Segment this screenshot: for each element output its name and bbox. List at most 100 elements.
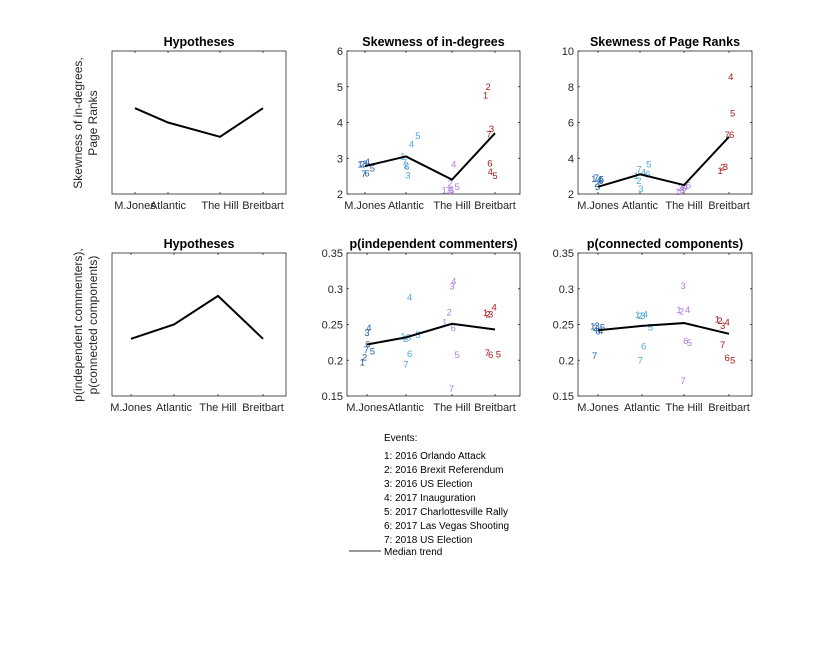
x-tick-label: M.Jones <box>346 402 388 414</box>
y-tick-label: 8 <box>568 82 574 94</box>
data-point-event-1: 1 <box>442 185 447 196</box>
data-point-event-7: 7 <box>725 130 730 141</box>
chart-title: p(independent commenters) <box>349 237 517 251</box>
panel-skew-pagerank: M.Jones Atlantic The Hill Breitbart246810Sk… <box>562 35 753 212</box>
x-tick-label: Atlantic <box>388 402 425 414</box>
median-trend-line <box>597 136 730 188</box>
data-point-event-4: 4 <box>488 167 493 178</box>
x-tick-label: The Hill <box>665 402 702 414</box>
data-point-event-3: 3 <box>723 162 728 173</box>
data-point-event-4: 4 <box>407 292 412 303</box>
panel-hyp-bottom: M.Jones Atlantic The Hill Breitbart Hypothes… <box>110 237 287 414</box>
median-trend-line <box>597 322 730 335</box>
data-point-event-2: 2 <box>448 178 453 189</box>
data-point-event-5: 5 <box>730 109 735 120</box>
data-point-event-5: 5 <box>370 347 375 358</box>
data-point-event-6: 6 <box>729 130 734 141</box>
legend-line-label: Median trend <box>384 547 442 558</box>
data-point-event-1: 1 <box>635 310 640 321</box>
data-point-event-4: 4 <box>491 302 496 313</box>
x-tick-label: Atlantic <box>624 402 661 414</box>
chart-title: Skewness of Page Ranks <box>590 35 740 49</box>
data-point-event-2: 2 <box>717 316 722 327</box>
x-tick-label: Atlantic <box>150 200 187 212</box>
data-point-event-3: 3 <box>448 186 453 197</box>
data-point-event-1: 1 <box>715 314 720 325</box>
data-point-event-7: 7 <box>679 183 684 194</box>
data-point-event-6: 6 <box>404 162 409 173</box>
y-tick-label: 0.2 <box>328 355 343 367</box>
data-point-event-5: 5 <box>370 163 375 174</box>
data-point-event-4: 4 <box>451 160 456 171</box>
data-point-event-7: 7 <box>592 351 597 362</box>
data-point-event-1: 1 <box>591 174 596 185</box>
data-point-event-4: 4 <box>643 309 648 320</box>
data-point-event-7: 7 <box>361 169 366 180</box>
data-point-event-3: 3 <box>681 281 686 292</box>
data-point-event-2: 2 <box>678 183 683 194</box>
data-point-event-2: 2 <box>360 160 365 171</box>
data-point-event-7: 7 <box>402 158 407 169</box>
legend: Events: 1: 2016 Orlando Attack 2: 2016 B… <box>349 433 509 558</box>
x-tick-label: M.Jones <box>577 402 619 414</box>
data-point-event-4: 4 <box>409 140 414 151</box>
data-point-event-7: 7 <box>449 384 454 395</box>
data-point-event-5: 5 <box>415 131 420 142</box>
data-point-event-4: 4 <box>597 175 602 186</box>
x-tick-label: M.Jones <box>577 200 619 212</box>
data-point-event-4: 4 <box>641 168 646 179</box>
x-tick-label: The Hill <box>665 200 702 212</box>
legend-item-2: 2: 2016 Brexit Referendum <box>384 465 504 476</box>
data-point-event-2: 2 <box>403 160 408 171</box>
x-tick-label: Breitbart <box>708 200 750 212</box>
data-point-event-3: 3 <box>449 282 454 293</box>
y-tick-label: 0.15 <box>553 391 574 403</box>
y-tick-label: 0.3 <box>328 284 343 296</box>
axes-box <box>111 50 287 195</box>
data-point-event-5: 5 <box>455 182 460 193</box>
chart-title: Hypotheses <box>164 35 235 49</box>
ylabel-top: Skewness of in-degrees, Page Ranks <box>71 57 100 188</box>
y-tick-label: 0.35 <box>553 248 574 260</box>
data-point-event-4: 4 <box>366 323 371 334</box>
y-tick-label: 4 <box>337 118 343 130</box>
data-point-event-5: 5 <box>600 322 605 333</box>
data-point-event-6: 6 <box>451 323 456 334</box>
x-tick-label: M.Jones <box>110 402 152 414</box>
data-point-event-7: 7 <box>720 340 725 351</box>
x-tick-label: M.Jones <box>344 200 386 212</box>
data-point-event-1: 1 <box>590 322 595 333</box>
x-tick-label: The Hill <box>433 402 470 414</box>
data-point-event-7: 7 <box>403 360 408 371</box>
data-point-event-1: 1 <box>717 166 722 177</box>
data-point-event-6: 6 <box>645 169 650 180</box>
data-point-event-3: 3 <box>594 321 599 332</box>
data-point-event-4: 4 <box>725 317 730 328</box>
ylabel-top-line1: Skewness of in-degrees, <box>71 57 85 188</box>
data-point-event-5: 5 <box>455 350 460 361</box>
data-point-event-1: 1 <box>442 317 447 328</box>
x-tick-label: The Hill <box>199 402 236 414</box>
x-tick-label: Breitbart <box>242 200 284 212</box>
axes-box <box>346 252 521 397</box>
data-point-event-4: 4 <box>365 157 370 168</box>
x-tick-label: Breitbart <box>474 402 516 414</box>
x-tick-label: Atlantic <box>156 402 193 414</box>
data-point-event-3: 3 <box>720 321 725 332</box>
panel-p-indep: M.Jones Atlantic The Hill Breitbart 0.15 0.2 0… <box>322 237 521 414</box>
y-tick-label: 10 <box>562 46 574 58</box>
legend-item-4: 4: 2017 Inauguration <box>384 493 476 504</box>
y-tick-label: 6 <box>568 118 574 130</box>
data-point-event-2: 2 <box>638 311 643 322</box>
y-tick-label: 6 <box>337 46 343 58</box>
ylabel-bottom-line1: p(independent commenters), <box>71 248 85 401</box>
data-point-event-7: 7 <box>594 173 599 184</box>
x-tick-label: Atlantic <box>388 200 425 212</box>
x-tick-label: The Hill <box>201 200 238 212</box>
data-point-event-2: 2 <box>679 307 684 318</box>
chart-title: Skewness of in-degrees <box>362 35 504 49</box>
data-point-event-3: 3 <box>488 309 493 320</box>
data-point-event-6: 6 <box>641 342 646 353</box>
data-point-event-3: 3 <box>638 184 643 195</box>
